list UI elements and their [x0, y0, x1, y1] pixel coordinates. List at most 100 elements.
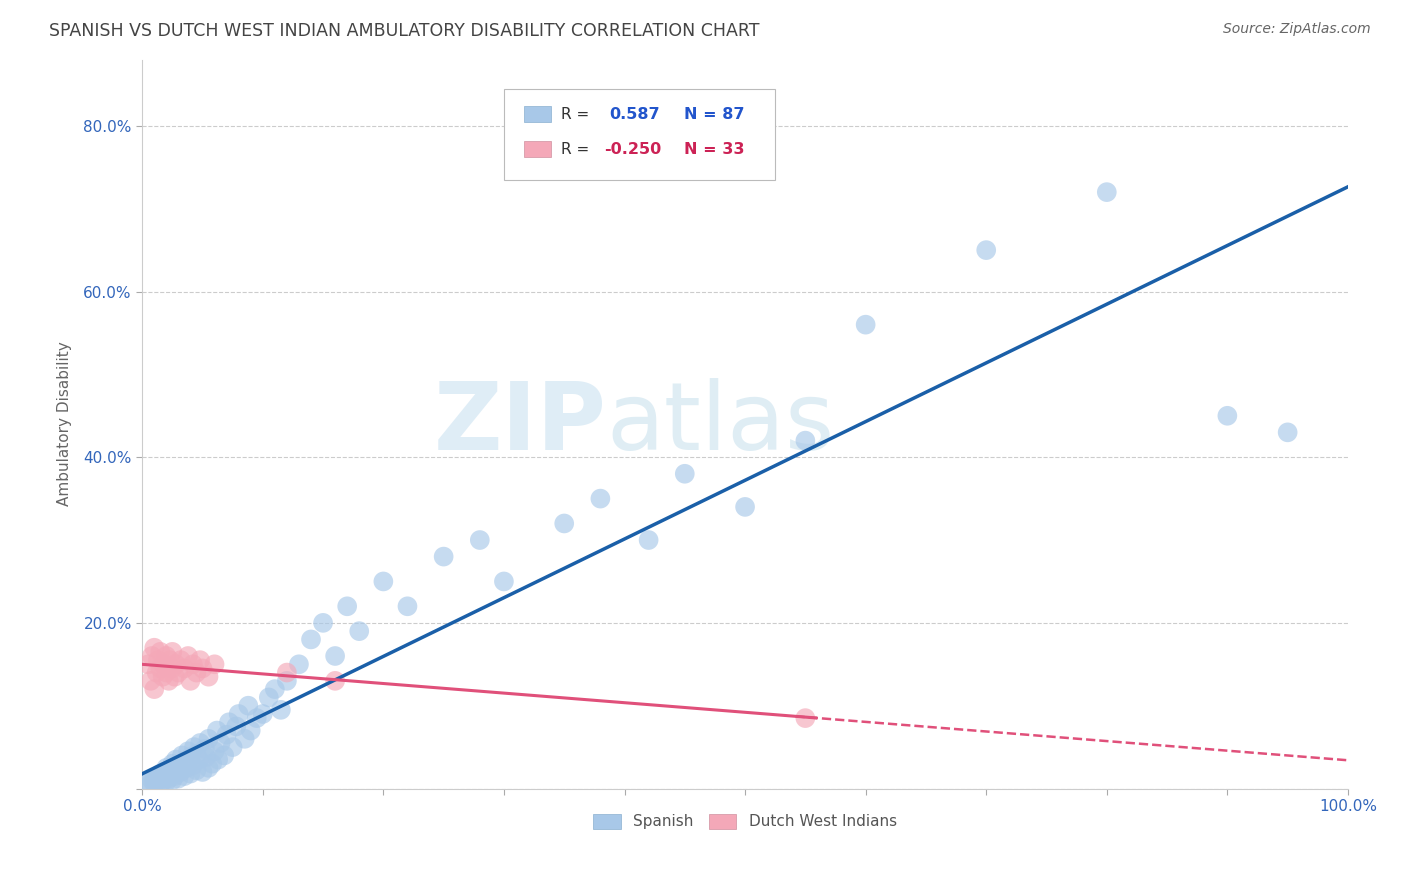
- Point: [1095, 185, 1118, 199]
- Point: [239, 723, 262, 738]
- Point: [299, 632, 322, 647]
- Point: [159, 766, 181, 780]
- Point: [186, 747, 208, 761]
- Point: [173, 661, 195, 675]
- Point: [150, 772, 173, 786]
- Point: [187, 752, 209, 766]
- Point: [179, 750, 201, 764]
- Point: [201, 756, 224, 771]
- Point: [252, 706, 274, 721]
- Point: [215, 728, 238, 742]
- Point: [974, 243, 997, 257]
- Point: [186, 665, 208, 680]
- Text: N = 87: N = 87: [683, 107, 744, 122]
- Point: [233, 731, 256, 746]
- Legend: Spanish, Dutch West Indians: Spanish, Dutch West Indians: [588, 808, 903, 836]
- Point: [270, 703, 292, 717]
- FancyBboxPatch shape: [524, 106, 551, 122]
- Point: [468, 533, 491, 547]
- Point: [149, 776, 172, 790]
- Point: [276, 665, 298, 680]
- Point: [209, 736, 232, 750]
- Point: [207, 752, 229, 766]
- Point: [141, 773, 163, 788]
- Point: [143, 775, 166, 789]
- Point: [177, 744, 200, 758]
- Text: N = 33: N = 33: [683, 142, 744, 157]
- Text: Source: ZipAtlas.com: Source: ZipAtlas.com: [1223, 22, 1371, 37]
- Point: [197, 731, 219, 746]
- Point: [162, 661, 184, 675]
- Text: -0.250: -0.250: [605, 142, 661, 157]
- Point: [204, 744, 226, 758]
- Point: [153, 773, 176, 788]
- Text: R =: R =: [561, 142, 593, 157]
- Text: 0.587: 0.587: [609, 107, 659, 122]
- Text: R =: R =: [561, 107, 593, 122]
- Point: [149, 645, 172, 659]
- Point: [145, 665, 167, 680]
- Point: [143, 772, 166, 786]
- Point: [194, 741, 217, 756]
- Point: [155, 775, 177, 789]
- Point: [195, 750, 218, 764]
- Point: [336, 599, 359, 614]
- Point: [794, 711, 817, 725]
- Point: [139, 673, 162, 688]
- Point: [323, 648, 346, 663]
- Point: [177, 648, 200, 663]
- Point: [183, 740, 205, 755]
- Text: atlas: atlas: [606, 378, 835, 470]
- Point: [188, 736, 211, 750]
- Point: [246, 711, 269, 725]
- Point: [263, 682, 285, 697]
- Point: [179, 673, 201, 688]
- Point: [433, 549, 456, 564]
- Point: [139, 777, 162, 791]
- Point: [1216, 409, 1239, 423]
- Point: [181, 657, 204, 672]
- Text: ZIP: ZIP: [433, 378, 606, 470]
- Point: [136, 657, 159, 672]
- Point: [323, 673, 346, 688]
- Point: [191, 764, 214, 779]
- Point: [157, 673, 180, 688]
- Point: [492, 574, 515, 589]
- Point: [157, 772, 180, 786]
- Point: [238, 698, 260, 713]
- Point: [225, 719, 247, 733]
- Point: [153, 764, 176, 779]
- Point: [170, 748, 193, 763]
- Point: [637, 533, 659, 547]
- Point: [218, 715, 240, 730]
- Point: [167, 772, 190, 786]
- Point: [204, 657, 226, 672]
- Point: [396, 599, 419, 614]
- Point: [186, 764, 208, 778]
- Point: [188, 653, 211, 667]
- Point: [149, 661, 172, 675]
- Point: [205, 723, 228, 738]
- Point: [589, 491, 612, 506]
- Point: [794, 434, 817, 448]
- Point: [673, 467, 696, 481]
- Point: [162, 773, 184, 788]
- Point: [165, 752, 187, 766]
- Point: [145, 774, 167, 789]
- Point: [149, 766, 172, 780]
- Point: [153, 657, 176, 672]
- Point: [170, 764, 193, 779]
- Point: [276, 673, 298, 688]
- Point: [179, 766, 201, 780]
- Point: [136, 775, 159, 789]
- Point: [173, 755, 195, 769]
- Point: [155, 761, 177, 775]
- Point: [146, 769, 169, 783]
- Point: [167, 665, 190, 680]
- FancyBboxPatch shape: [503, 89, 775, 180]
- Point: [197, 761, 219, 775]
- Point: [143, 682, 166, 697]
- Point: [312, 615, 335, 630]
- Point: [257, 690, 280, 705]
- Point: [349, 624, 371, 639]
